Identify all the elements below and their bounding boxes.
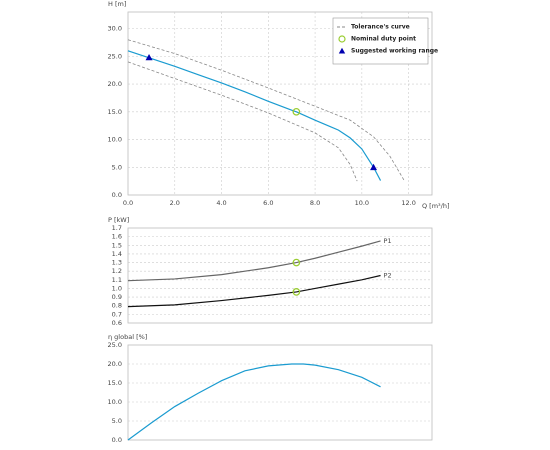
y-tick-label: 25.0 <box>108 52 122 60</box>
plot: 0.0 5.0 10.0 15.0 20.0 25.0 30.0 0.0 2.0 4.0 6.0 8.… <box>108 0 450 210</box>
x-tick-label: 12.0 <box>401 199 415 207</box>
x-tick-label: 6.0 <box>263 199 273 207</box>
working-range-point <box>145 53 153 61</box>
y-tick-label: 1.0 <box>112 284 122 292</box>
curve <box>127 274 381 308</box>
y-tick-label: 25.0 <box>108 341 122 349</box>
duty-point <box>292 258 301 267</box>
x-axis-label: Q [m³/h] <box>422 202 450 210</box>
y-tick-label: 1.6 <box>112 233 122 241</box>
y-tick-label: 0.8 <box>112 302 122 310</box>
y-tick-label: 1.1 <box>112 276 122 284</box>
duty-point <box>292 288 301 296</box>
y-tick-label: 1.3 <box>112 259 122 267</box>
y-tick-label: 0.7 <box>112 310 122 318</box>
y-tick-label: 15.0 <box>108 379 122 387</box>
y-tick-label: 15.0 <box>108 108 122 116</box>
legend-label: Tolerance's curve <box>351 24 410 31</box>
curve <box>127 363 381 441</box>
y-tick-label: 1.5 <box>112 241 122 249</box>
y-tick-label: 1.7 <box>112 224 122 232</box>
series-label: P1 <box>384 237 392 245</box>
legend-symbol <box>338 35 346 43</box>
working-range-point <box>370 163 378 171</box>
y-tick-label: 10.0 <box>108 136 122 144</box>
y-tick-label: 30.0 <box>108 25 122 33</box>
series-label: P2 <box>384 272 392 280</box>
y-tick-label: 0.0 <box>112 436 122 444</box>
y-tick-label: 20.0 <box>108 360 122 368</box>
y-axis-label: H [m] <box>108 0 126 8</box>
x-tick-label: 2.0 <box>170 199 180 207</box>
plot-frame <box>127 344 433 441</box>
y-tick-label: 0.9 <box>112 293 122 301</box>
y-tick-label: 5.0 <box>112 417 122 425</box>
x-tick-label: 0.0 <box>123 199 133 207</box>
curve <box>127 50 382 181</box>
y-tick-label: 1.4 <box>112 250 122 258</box>
duty-point <box>292 107 301 116</box>
x-tick-label: 8.0 <box>310 199 320 207</box>
plot: 0.60.70.80.91.01.11.21.31.41.51.61.7P [k… <box>108 216 433 327</box>
legend-label: Suggested working range <box>351 48 438 55</box>
legend: Tolerance's curve Nominal duty point Sugge… <box>332 17 438 65</box>
curve <box>127 240 381 282</box>
y-tick-label: 0.6 <box>112 319 122 327</box>
y-tick-label: 0.0 <box>112 191 122 199</box>
y-tick-label: 5.0 <box>112 163 122 171</box>
y-tick-label: 1.2 <box>112 267 122 275</box>
y-tick-label: 20.0 <box>108 80 122 88</box>
legend-label: Nominal duty point <box>351 36 416 43</box>
x-tick-label: 10.0 <box>355 199 369 207</box>
legend-box <box>332 17 429 65</box>
y-axis-label: η global [%] <box>108 333 147 341</box>
y-tick-label: 10.0 <box>108 398 122 406</box>
legend-symbol <box>338 47 346 54</box>
x-tick-label: 4.0 <box>216 199 226 207</box>
y-axis-label: P [kW] <box>108 216 129 224</box>
curve <box>127 39 405 181</box>
curve <box>127 61 358 182</box>
plot: 0.0 5.0 10.0 15.0 20.0 25.0η global [%] <box>108 333 433 444</box>
